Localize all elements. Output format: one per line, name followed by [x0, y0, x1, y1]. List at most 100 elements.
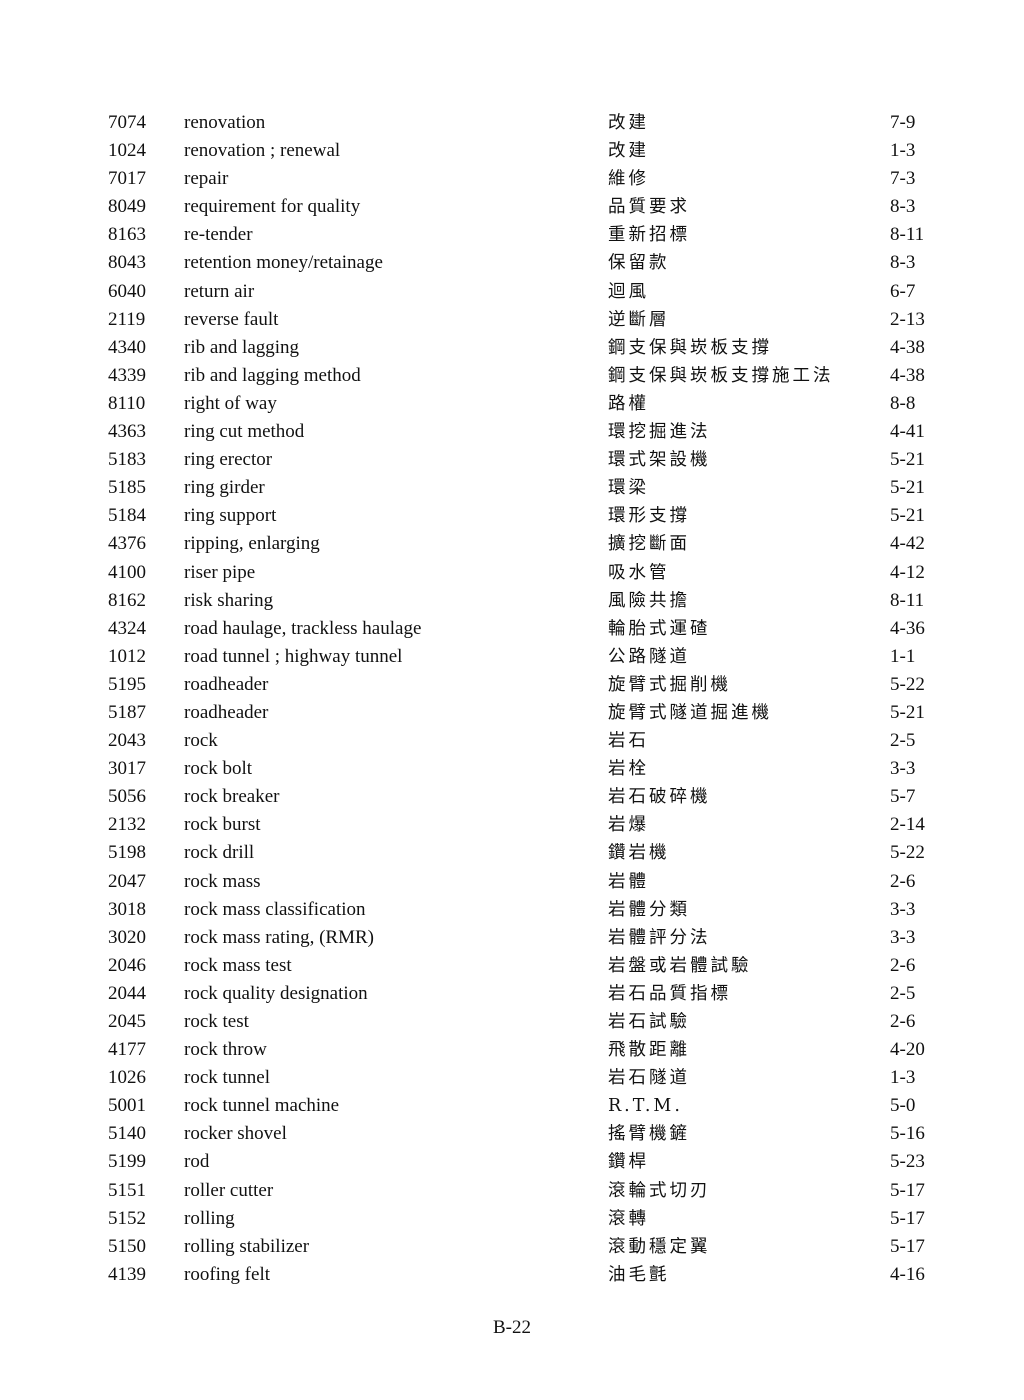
entry-number: 2132: [108, 814, 146, 836]
glossary-row: 5150 rolling stabilizer 滾動穩定翼 5-17: [0, 1235, 1024, 1263]
entry-number: 4139: [108, 1263, 146, 1285]
english-term: rock mass rating, (RMR): [184, 926, 374, 948]
english-term: right of way: [184, 392, 277, 414]
page-reference: 8-3: [890, 252, 916, 274]
english-term: retention money/retainage: [184, 252, 383, 274]
english-term: ring girder: [184, 477, 265, 499]
page-reference: 8-11: [890, 224, 925, 246]
glossary-row: 2045 rock test 岩石試驗 2-6: [0, 1010, 1024, 1038]
chinese-term: 滾轉: [608, 1208, 649, 1229]
chinese-term: 岩爆: [608, 815, 649, 836]
chinese-term: 迴風: [608, 281, 649, 302]
entry-number: 5185: [108, 477, 146, 499]
chinese-term: 滾輪式切刃: [608, 1180, 711, 1201]
page-reference: 5-17: [890, 1207, 925, 1229]
entry-number: 8110: [108, 392, 146, 414]
page-reference: 4-41: [890, 421, 925, 443]
page-reference: 2-5: [890, 982, 916, 1004]
entry-number: 3018: [108, 898, 146, 920]
chinese-term: 環梁: [608, 478, 649, 499]
english-term: rock quality designation: [184, 982, 368, 1004]
glossary-row: 7017 repair 維修 7-3: [0, 167, 1024, 195]
english-term: rock breaker: [184, 786, 280, 808]
page-reference: 4-38: [890, 336, 925, 358]
glossary-row: 5195 roadheader 旋臂式掘削機 5-22: [0, 673, 1024, 701]
english-term: road haulage, trackless haulage: [184, 617, 422, 639]
chinese-term: 擴挖斷面: [608, 534, 690, 555]
glossary-row: 5056 rock breaker 岩石破碎機 5-7: [0, 785, 1024, 813]
page-reference: 2-5: [890, 730, 916, 752]
page-reference: 5-17: [890, 1179, 925, 1201]
entry-number: 4324: [108, 617, 146, 639]
glossary-row: 3018 rock mass classification 岩體分類 3-3: [0, 898, 1024, 926]
entry-number: 2043: [108, 730, 146, 752]
english-term: renovation ; renewal: [184, 140, 341, 162]
english-term: road tunnel ; highway tunnel: [184, 645, 403, 667]
glossary-row: 4177 rock throw 飛散距離 4-20: [0, 1038, 1024, 1066]
chinese-term: 岩石隧道: [608, 1068, 690, 1089]
glossary-row: 8049 requirement for quality 品質要求 8-3: [0, 195, 1024, 223]
entry-number: 5152: [108, 1207, 146, 1229]
page-reference: 5-7: [890, 786, 916, 808]
entry-number: 2047: [108, 870, 146, 892]
chinese-term: 岩體評分法: [608, 927, 711, 948]
chinese-term: 岩石: [608, 731, 649, 752]
glossary-row: 1024 renovation ; renewal 改建 1-3: [0, 139, 1024, 167]
glossary-row: 8163 re-tender 重新招標 8-11: [0, 223, 1024, 251]
glossary-row: 4339 rib and lagging method 鋼支保與崁板支撐施工法 4-3…: [0, 364, 1024, 392]
entry-number: 7074: [108, 112, 146, 133]
page-reference: 4-38: [890, 364, 925, 386]
english-term: roadheader: [184, 701, 269, 723]
english-term: rolling: [184, 1207, 235, 1229]
glossary-row: 8043 retention money/retainage 保留款 8-3: [0, 251, 1024, 279]
english-term: rock test: [184, 1011, 249, 1032]
english-term: renovation: [184, 112, 266, 133]
entry-number: 2044: [108, 982, 146, 1004]
page-reference: 2-14: [890, 814, 925, 836]
page-reference: 5-21: [890, 701, 925, 723]
chinese-term: 風險共擔: [608, 590, 690, 611]
page-reference: 2-6: [890, 1011, 916, 1032]
chinese-term: R.T.M.: [608, 1096, 683, 1117]
english-term: rolling stabilizer: [184, 1235, 310, 1257]
entry-number: 4339: [108, 364, 146, 386]
chinese-term: 品質要求: [608, 197, 690, 218]
entry-number: 8162: [108, 589, 146, 611]
entry-number: 4177: [108, 1039, 146, 1061]
english-term: rock throw: [184, 1039, 267, 1061]
chinese-term: 環形支撐: [608, 506, 690, 527]
glossary-row: 5184 ring support 環形支撐 5-21: [0, 504, 1024, 532]
glossary-row: 3017 rock bolt 岩栓 3-3: [0, 757, 1024, 785]
english-term: ring support: [184, 505, 277, 527]
entry-number: 7017: [108, 168, 146, 190]
chinese-term: 搖臂機鏟: [608, 1124, 690, 1145]
page-reference: 1-3: [890, 1067, 916, 1089]
entry-number: 5183: [108, 449, 146, 471]
entry-number: 6040: [108, 280, 146, 302]
glossary-row: 5152 rolling 滾轉 5-17: [0, 1207, 1024, 1235]
entry-number: 4100: [108, 561, 146, 583]
page-reference: 5-17: [890, 1235, 925, 1257]
chinese-term: 旋臂式隧道掘進機: [608, 702, 772, 723]
page-reference: 5-16: [890, 1123, 925, 1145]
entry-number: 4376: [108, 533, 146, 555]
glossary-row: 8110 right of way 路權 8-8: [0, 392, 1024, 420]
english-term: ripping, enlarging: [184, 533, 320, 555]
entry-number: 3017: [108, 758, 146, 780]
entry-number: 2046: [108, 954, 146, 976]
page-reference: 7-3: [890, 168, 916, 190]
entry-number: 4363: [108, 421, 146, 443]
entry-number: 5056: [108, 786, 146, 808]
entry-number: 5151: [108, 1179, 146, 1201]
english-term: requirement for quality: [184, 196, 361, 218]
glossary-row: 7074 renovation 改建 7-9: [0, 111, 1024, 139]
chinese-term: 環挖掘進法: [608, 422, 711, 443]
glossary-row: 2046 rock mass test 岩盤或岩體試驗 2-6: [0, 954, 1024, 982]
glossary-row: 4340 rib and lagging 鋼支保與崁板支撐 4-38: [0, 336, 1024, 364]
entry-number: 1024: [108, 140, 146, 162]
entry-number: 5150: [108, 1235, 146, 1257]
glossary-row: 8162 risk sharing 風險共擔 8-11: [0, 589, 1024, 617]
glossary-row: 6040 return air 迴風 6-7: [0, 280, 1024, 308]
entry-number: 2119: [108, 308, 146, 330]
english-term: roofing felt: [184, 1263, 271, 1285]
